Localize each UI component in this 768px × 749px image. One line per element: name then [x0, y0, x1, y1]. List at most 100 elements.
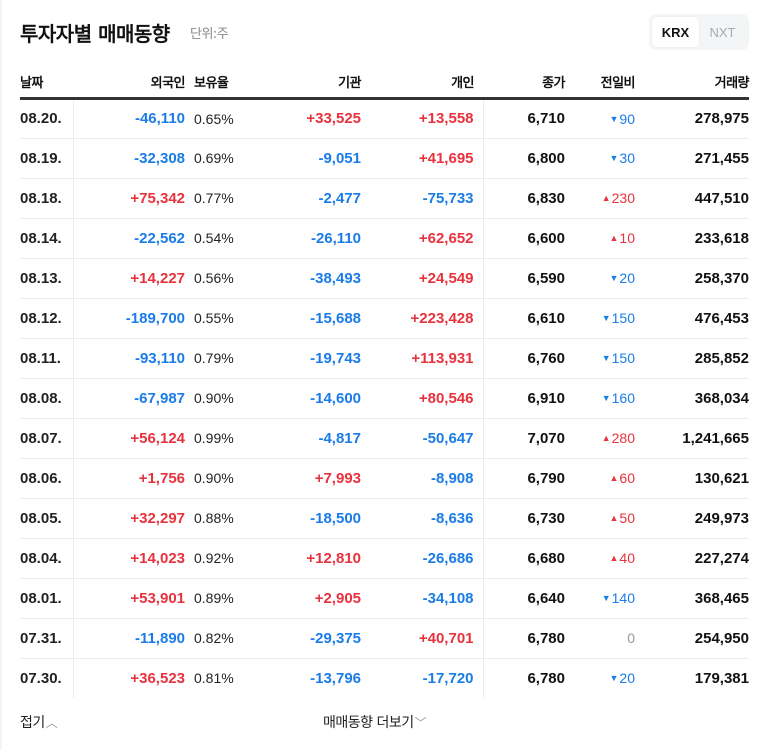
cell-volume: 130,621	[637, 458, 749, 499]
cell-individual: +24,549	[361, 258, 484, 299]
cell-date: 08.14.	[20, 218, 74, 259]
triangle-up-icon: ▲	[609, 233, 619, 243]
chevron-up-icon: ︿	[45, 716, 58, 730]
cell-ownership: 0.79%	[185, 338, 247, 379]
cell-change: ▼150	[565, 338, 637, 379]
cell-ownership: 0.82%	[185, 618, 247, 659]
table-row: 08.07. +56,124 0.99% -4,817 -50,647 7,070 ▲280…	[20, 418, 749, 459]
col-header-institution: 기관	[247, 68, 362, 100]
cell-ownership: 0.89%	[185, 578, 247, 619]
cell-volume: 233,618	[637, 218, 749, 259]
cell-institution: -18,500	[247, 498, 361, 539]
cell-ownership: 0.77%	[185, 178, 247, 219]
cell-change: ▼140	[565, 578, 637, 619]
cell-change: ▼20	[565, 258, 637, 299]
table-row: 08.04. +14,023 0.92% +12,810 -26,686 6,680 ▲40…	[20, 538, 749, 579]
unit-label: 단위:주	[190, 27, 229, 42]
cell-change: 0	[565, 618, 637, 659]
cell-institution: +12,810	[247, 538, 361, 579]
cell-close: 6,790	[483, 458, 565, 499]
cell-volume: 447,510	[637, 178, 749, 219]
cell-individual: +80,546	[361, 378, 484, 419]
section-title: 투자자별 매매동향	[20, 22, 170, 46]
cell-date: 08.13.	[20, 258, 74, 299]
section-header: 투자자별 매매동향 단위:주 KRX NXT	[20, 14, 749, 50]
cell-volume: 285,852	[637, 338, 749, 379]
cell-change: ▲60	[565, 458, 637, 499]
cell-close: 6,600	[483, 218, 565, 259]
cell-individual: -8,636	[361, 498, 484, 539]
cell-institution: -4,817	[247, 418, 361, 459]
chevron-down-icon: ﹀	[414, 716, 427, 730]
change-value: 10	[619, 230, 635, 246]
change-value: 30	[619, 150, 635, 166]
cell-individual: -8,908	[361, 458, 484, 499]
cell-change: ▼30	[565, 138, 637, 179]
triangle-down-icon: ▼	[609, 273, 619, 283]
cell-individual: +40,701	[361, 618, 484, 659]
cell-change: ▲280	[565, 418, 637, 459]
col-header-date: 날짜	[20, 68, 73, 100]
cell-ownership: 0.88%	[185, 498, 247, 539]
toggle-nxt[interactable]: NXT	[709, 24, 736, 40]
cell-change: ▲10	[565, 218, 637, 259]
triangle-down-icon: ▼	[609, 153, 619, 163]
toggle-krx[interactable]: KRX	[652, 17, 699, 47]
triangle-up-icon: ▲	[601, 433, 611, 443]
cell-ownership: 0.99%	[185, 418, 247, 459]
more-trading-button[interactable]: 매매동향 더보기﹀	[323, 712, 427, 732]
triangle-down-icon: ▼	[601, 593, 611, 603]
cell-close: 6,780	[527, 669, 565, 687]
cell-change: ▲230	[565, 178, 637, 219]
triangle-up-icon: ▲	[609, 513, 619, 523]
cell-ownership: 0.69%	[185, 138, 247, 179]
panel-left-border	[0, 0, 2, 749]
table-row: 08.12. -189,700 0.55% -15,688 +223,428 6,610 ▼…	[20, 298, 749, 339]
cell-close: 6,610	[483, 298, 565, 339]
cell-foreign: -67,987	[73, 378, 185, 419]
cell-individual: -26,686	[361, 538, 484, 579]
cell-institution: -26,110	[247, 218, 361, 259]
cell-close: 6,800	[483, 138, 565, 179]
fold-button[interactable]: 접기︿	[20, 712, 58, 732]
table-row: 08.05. +32,297 0.88% -18,500 -8,636 6,730 ▲50 2…	[20, 498, 749, 539]
cell-individual: +62,652	[361, 218, 484, 259]
change-value: 160	[611, 390, 635, 406]
cell-volume: 258,370	[637, 258, 749, 299]
cell-individual: -17,720	[361, 658, 484, 698]
cell-close: 7,070	[483, 418, 565, 459]
cell-date: 08.07.	[20, 418, 74, 459]
cell-institution: -13,796	[310, 669, 361, 687]
cell-date: 08.08.	[20, 378, 74, 419]
cell-institution: -15,688	[247, 298, 361, 339]
cell-volume: 278,975	[637, 98, 749, 139]
cell-ownership: 0.55%	[185, 298, 247, 339]
investor-trading-table: 날짜 외국인 보유율 기관 개인 종가 전일비 거래량 08.20. -46,11…	[20, 68, 750, 698]
col-header-individual: 개인	[361, 68, 483, 100]
cell-date: 08.11.	[20, 338, 74, 379]
cell-individual: -50,647	[361, 418, 484, 459]
triangle-down-icon: ▼	[609, 673, 619, 684]
cell-close: 6,710	[483, 98, 565, 139]
cell-foreign: -46,110	[73, 98, 185, 139]
col-header-volume: 거래량	[637, 68, 750, 100]
cell-date: 07.30.	[20, 658, 74, 698]
cell-institution: -38,493	[247, 258, 361, 299]
cell-date: 08.06.	[20, 458, 74, 499]
cell-ownership: 0.54%	[185, 218, 247, 259]
cell-foreign: -22,562	[73, 218, 185, 259]
table-header-row: 날짜 외국인 보유율 기관 개인 종가 전일비 거래량	[20, 68, 750, 100]
cell-date: 08.19.	[20, 138, 74, 179]
triangle-up-icon: ▲	[609, 553, 619, 563]
col-header-change: 전일비	[565, 68, 637, 100]
market-toggle: KRX NXT	[649, 14, 749, 50]
cell-close: 6,590	[483, 258, 565, 299]
cell-foreign: +56,124	[73, 418, 185, 459]
cell-close: 6,910	[483, 378, 565, 419]
cell-individual: +41,695	[361, 138, 484, 179]
cell-volume: 1,241,665	[637, 418, 749, 459]
cell-date: 08.18.	[20, 178, 74, 219]
change-value: 0	[627, 630, 635, 646]
cell-close: 6,760	[483, 338, 565, 379]
cell-ownership: 0.81%	[194, 670, 234, 687]
